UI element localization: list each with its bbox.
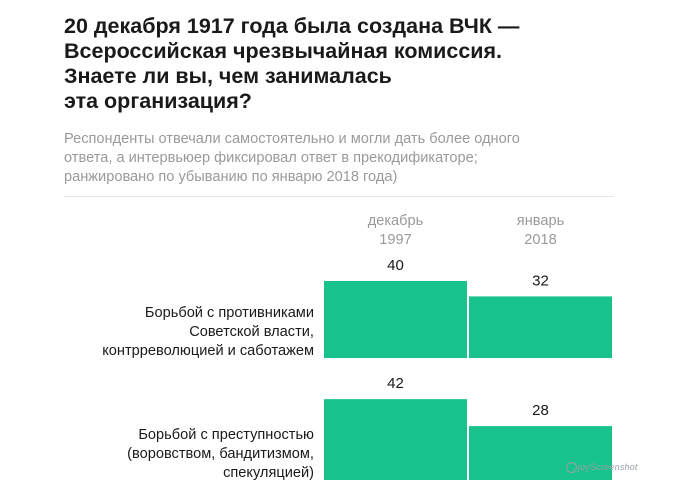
- data-label-2-1: 42: [387, 375, 404, 392]
- bar-1-2: [469, 296, 612, 358]
- legend-label-2: январь: [517, 213, 564, 229]
- divider: [64, 196, 614, 197]
- legend-label-2: 2018: [524, 232, 556, 248]
- category-label-2: спекуляцией): [223, 465, 314, 481]
- watermark-text: joyScreenshot: [578, 462, 638, 472]
- category-label-1: Борьбой с противниками: [145, 305, 314, 321]
- category-label-1: контрреволюцией и саботажем: [102, 343, 314, 359]
- category-label-2: Борьбой с преступностью: [138, 427, 314, 443]
- bar-2-1: [324, 399, 467, 480]
- category-label-2: (воровством, бандитизмом,: [127, 446, 314, 462]
- bar-2-2: [469, 426, 612, 480]
- chart-subtitle: Респонденты отвечали самостоятельно и мо…: [64, 131, 520, 185]
- bar-1-1: [324, 281, 467, 358]
- legend-label-1: 1997: [379, 232, 411, 248]
- data-label-2-2: 28: [532, 402, 549, 419]
- legend-label-1: декабрь: [368, 213, 424, 229]
- data-label-1-1: 40: [387, 257, 404, 274]
- watermark-icon: [566, 462, 577, 473]
- chart-title: 20 декабря 1917 года была создана ВЧК — …: [64, 14, 520, 113]
- data-label-1-2: 32: [532, 272, 549, 289]
- category-label-1: Советской власти,: [189, 324, 314, 340]
